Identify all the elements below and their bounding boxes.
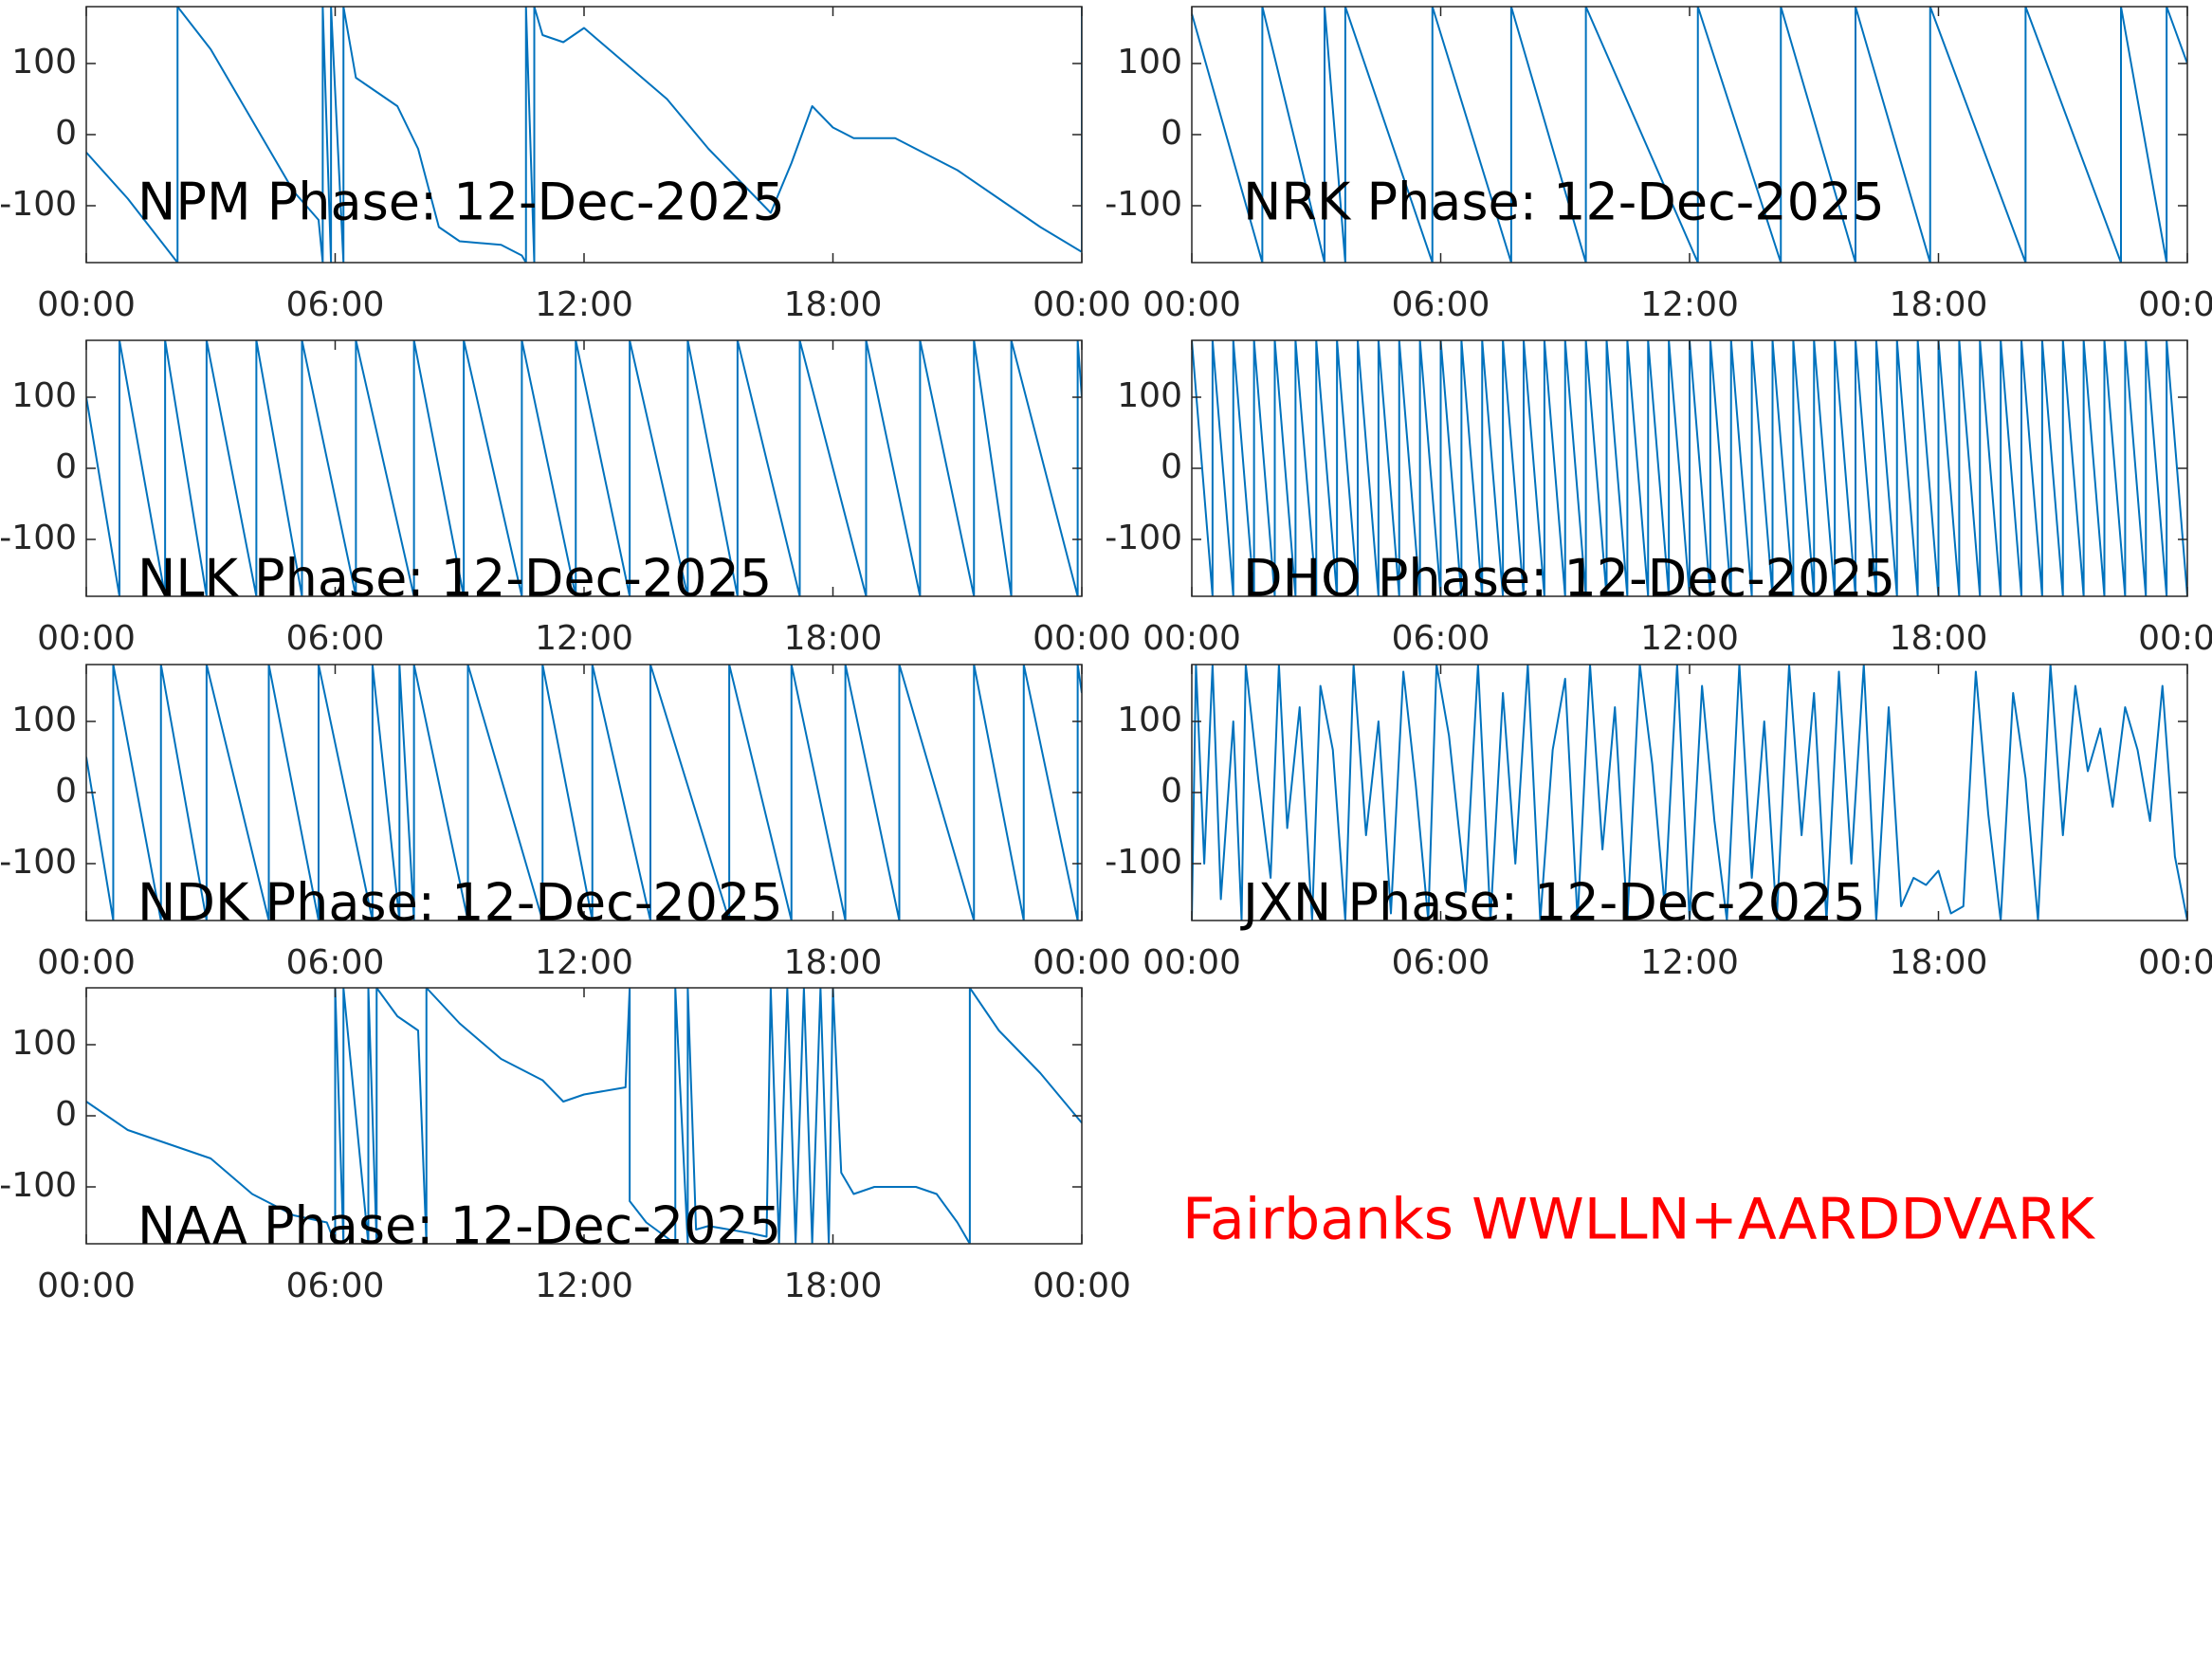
y-tick-label: -100 <box>1105 185 1182 224</box>
x-tick-label: 18:00 <box>1890 943 1988 982</box>
y-tick-label: 0 <box>1161 447 1182 486</box>
x-tick-label: 12:00 <box>1640 285 1739 324</box>
x-tick-label: 18:00 <box>1890 619 1988 658</box>
x-tick-label: 12:00 <box>1640 943 1739 982</box>
chart-title: NDK Phase: 12-Dec-2025 <box>137 873 783 933</box>
x-tick-label: 12:00 <box>535 1267 633 1305</box>
chart-title: NRK Phase: 12-Dec-2025 <box>1243 173 1885 232</box>
phase-line <box>86 988 1082 1244</box>
x-tick-label: 00:00 <box>1143 285 1241 324</box>
x-tick-label: 00:00 <box>2138 943 2212 982</box>
y-tick-label: 0 <box>55 772 77 811</box>
x-tick-label: 00:00 <box>37 1267 136 1305</box>
plot-area <box>86 7 1082 263</box>
phase-line <box>86 7 1082 263</box>
x-tick-label: 12:00 <box>535 619 633 658</box>
chart-title: NLK Phase: 12-Dec-2025 <box>137 549 772 609</box>
phase-line <box>1192 665 2187 921</box>
x-tick-label: 06:00 <box>286 619 385 658</box>
y-tick-label: 100 <box>1117 376 1182 415</box>
x-tick-label: 00:00 <box>37 285 136 324</box>
phase-line <box>1192 7 2187 263</box>
x-tick-label: 06:00 <box>1392 943 1490 982</box>
x-tick-label: 00:00 <box>37 943 136 982</box>
x-tick-label: 18:00 <box>784 1267 883 1305</box>
y-tick-label: 0 <box>55 447 77 486</box>
x-tick-label: 12:00 <box>1640 619 1739 658</box>
phase-line <box>86 340 1082 596</box>
subplot: -100 0 100 00:00 06:00 12:00 18:00 00:00 JXN Pha… <box>1105 664 2212 982</box>
chart-title: JXN Phase: 12-Dec-2025 <box>1240 873 1866 933</box>
y-tick-label: -100 <box>0 1166 77 1205</box>
y-tick-label: 0 <box>55 1095 77 1134</box>
y-tick-label: -100 <box>1105 519 1182 557</box>
x-tick-label: 00:00 <box>2138 619 2212 658</box>
annotation: Fairbanks WWLLN+AARDDVARK <box>1182 1187 2095 1253</box>
y-tick-label: 100 <box>11 701 77 739</box>
x-tick-label: 00:00 <box>1033 619 1131 658</box>
x-tick-label: 06:00 <box>1392 285 1490 324</box>
x-tick-label: 12:00 <box>535 285 633 324</box>
x-tick-label: 06:00 <box>1392 619 1490 658</box>
plot-area <box>86 988 1082 1244</box>
x-tick-label: 18:00 <box>784 619 883 658</box>
y-tick-label: -100 <box>0 185 77 224</box>
x-tick-label: 00:00 <box>2138 285 2212 324</box>
plot-area <box>1192 665 2187 921</box>
y-tick-label: 100 <box>11 43 77 82</box>
y-tick-label: 100 <box>11 1024 77 1063</box>
x-tick-label: 18:00 <box>1890 285 1988 324</box>
x-tick-label: 00:00 <box>37 619 136 658</box>
chart-title: DHO Phase: 12-Dec-2025 <box>1243 549 1895 609</box>
plot-area <box>1192 7 2187 263</box>
x-tick-label: 18:00 <box>784 943 883 982</box>
x-tick-label: 00:00 <box>1033 943 1131 982</box>
subplot: -100 0 100 00:00 06:00 12:00 18:00 00:00 NRK Pha… <box>1105 6 2212 324</box>
x-tick-label: 06:00 <box>286 285 385 324</box>
y-tick-label: 100 <box>11 376 77 415</box>
y-tick-label: 0 <box>55 114 77 153</box>
x-tick-label: 00:00 <box>1033 1267 1131 1305</box>
chart-title: NPM Phase: 12-Dec-2025 <box>137 173 785 232</box>
x-tick-label: 06:00 <box>286 1267 385 1305</box>
x-tick-label: 00:00 <box>1143 943 1241 982</box>
x-tick-label: 12:00 <box>535 943 633 982</box>
phase-line <box>1192 340 2187 596</box>
phase-line <box>86 665 1082 921</box>
chart-title: NAA Phase: 12-Dec-2025 <box>137 1196 781 1256</box>
x-tick-label: 06:00 <box>286 943 385 982</box>
y-tick-label: 0 <box>1161 772 1182 811</box>
y-tick-label: 0 <box>1161 114 1182 153</box>
y-tick-label: 100 <box>1117 43 1182 82</box>
x-tick-label: 00:00 <box>1033 285 1131 324</box>
x-tick-label: 18:00 <box>784 285 883 324</box>
y-tick-label: -100 <box>0 843 77 882</box>
y-tick-label: -100 <box>1105 843 1182 882</box>
y-tick-label: -100 <box>0 519 77 557</box>
x-tick-label: 00:00 <box>1143 619 1241 658</box>
y-tick-label: 100 <box>1117 701 1182 739</box>
subplot: -100 0 100 00:00 06:00 12:00 18:00 00:00 NPM Pha… <box>0 6 1131 324</box>
